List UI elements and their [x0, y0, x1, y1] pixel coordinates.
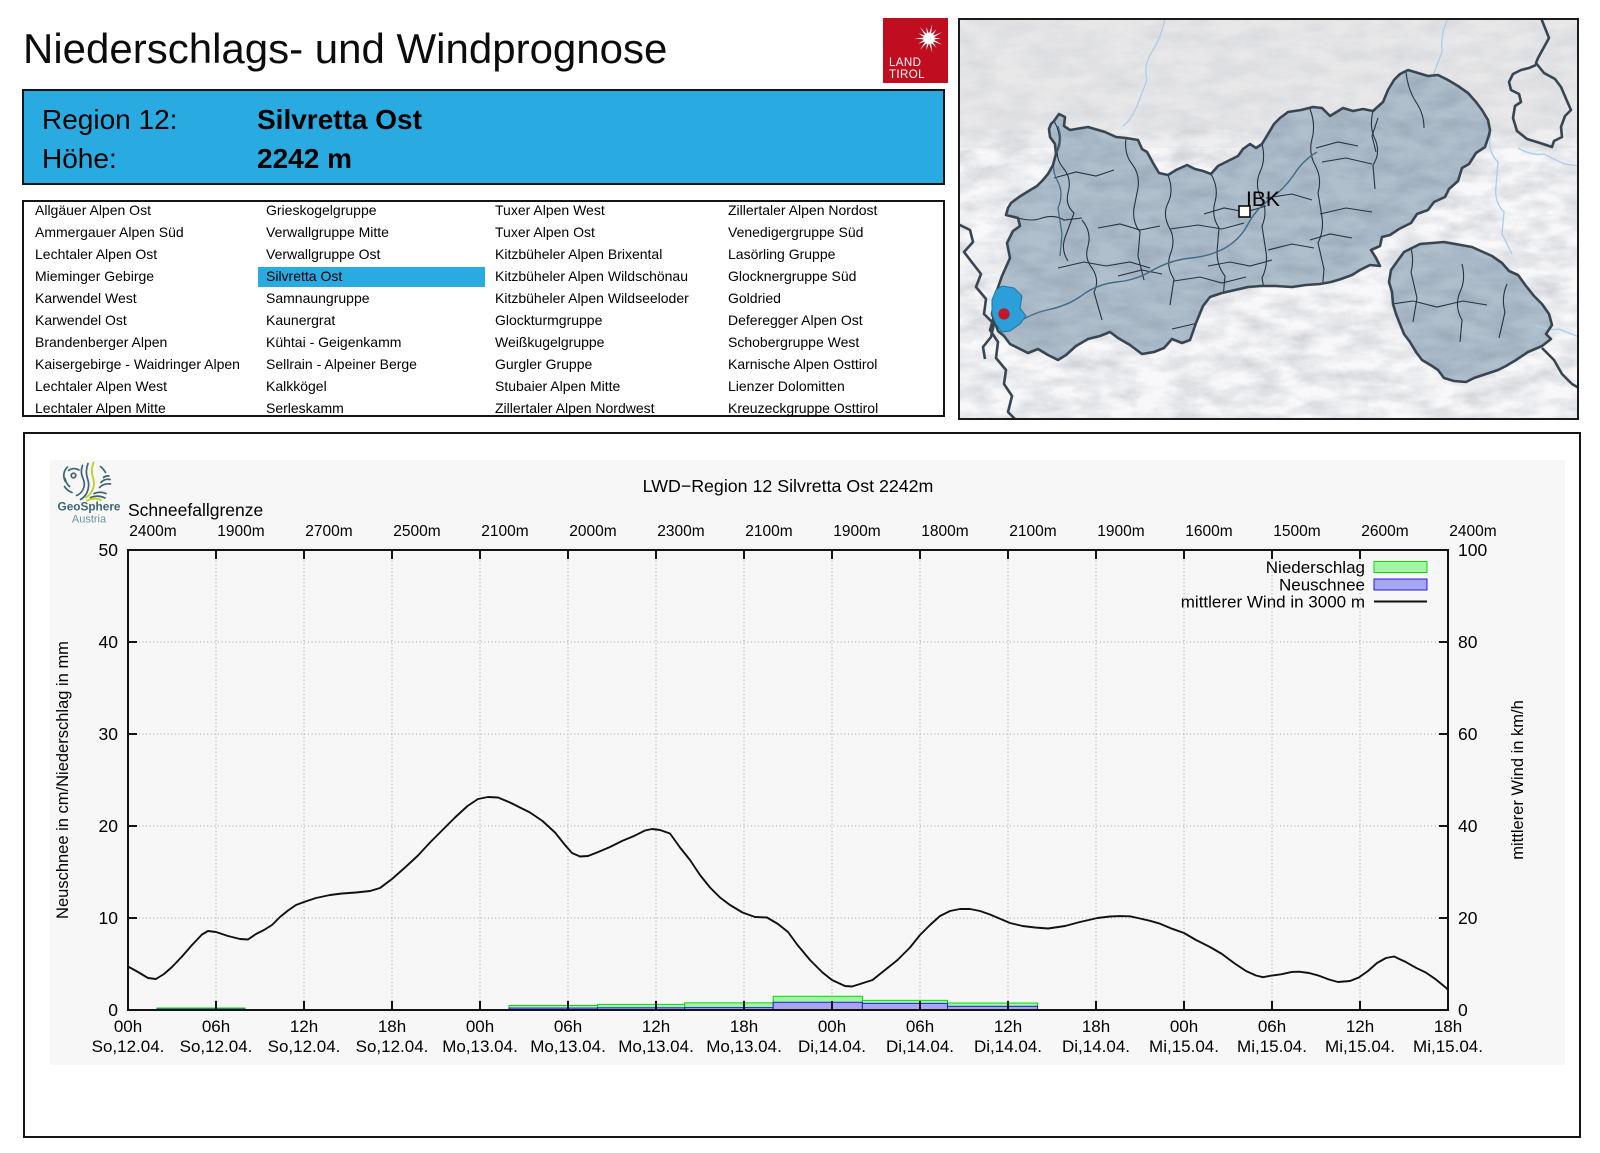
svg-text:2100m: 2100m	[481, 523, 528, 540]
svg-text:60: 60	[1458, 724, 1478, 744]
svg-text:10: 10	[99, 908, 119, 928]
svg-text:1800m: 1800m	[921, 523, 968, 540]
svg-text:12h: 12h	[994, 1017, 1022, 1036]
svg-text:12h: 12h	[1346, 1017, 1374, 1036]
svg-text:1600m: 1600m	[1185, 523, 1232, 540]
svg-text:18h: 18h	[730, 1017, 758, 1036]
svg-text:06h: 06h	[1258, 1017, 1286, 1036]
svg-text:06h: 06h	[906, 1017, 934, 1036]
svg-text:1900m: 1900m	[833, 523, 880, 540]
svg-text:18h: 18h	[1434, 1017, 1462, 1036]
svg-text:So,12.04.: So,12.04.	[180, 1037, 253, 1056]
svg-text:Neuschnee in cm/Niederschlag i: Neuschnee in cm/Niederschlag in mm	[54, 641, 72, 919]
svg-text:Di,14.04.: Di,14.04.	[798, 1037, 866, 1056]
svg-text:Di,14.04.: Di,14.04.	[974, 1037, 1042, 1056]
svg-text:2100m: 2100m	[1009, 523, 1056, 540]
svg-text:2600m: 2600m	[1361, 523, 1408, 540]
svg-text:Mi,15.04.: Mi,15.04.	[1237, 1037, 1307, 1056]
svg-text:00h: 00h	[114, 1017, 142, 1036]
svg-text:2000m: 2000m	[569, 523, 616, 540]
svg-text:Mo,13.04.: Mo,13.04.	[706, 1037, 782, 1056]
svg-text:So,12.04.: So,12.04.	[92, 1037, 165, 1056]
svg-text:30: 30	[99, 724, 119, 744]
svg-text:Neuschnee: Neuschnee	[1279, 576, 1365, 595]
svg-text:18h: 18h	[1082, 1017, 1110, 1036]
svg-text:Mo,13.04.: Mo,13.04.	[442, 1037, 518, 1056]
svg-text:00h: 00h	[1170, 1017, 1198, 1036]
svg-text:Mo,13.04.: Mo,13.04.	[618, 1037, 694, 1056]
svg-text:2500m: 2500m	[393, 523, 440, 540]
svg-text:Austria: Austria	[72, 514, 107, 526]
svg-text:Mi,15.04.: Mi,15.04.	[1325, 1037, 1395, 1056]
svg-text:100: 100	[1458, 540, 1487, 560]
svg-text:18h: 18h	[378, 1017, 406, 1036]
svg-text:0: 0	[1458, 1000, 1468, 1020]
svg-text:2100m: 2100m	[745, 523, 792, 540]
svg-text:06h: 06h	[554, 1017, 582, 1036]
svg-text:06h: 06h	[202, 1017, 230, 1036]
svg-text:mittlerer Wind in 3000 m: mittlerer Wind in 3000 m	[1181, 593, 1365, 612]
svg-text:2400m: 2400m	[1449, 523, 1496, 540]
svg-text:GeoSphere: GeoSphere	[58, 500, 121, 514]
svg-text:mittlerer Wind in km/h: mittlerer Wind in km/h	[1509, 700, 1527, 860]
svg-text:12h: 12h	[290, 1017, 318, 1036]
svg-text:20: 20	[99, 816, 119, 836]
svg-text:Di,14.04.: Di,14.04.	[1062, 1037, 1130, 1056]
svg-text:12h: 12h	[642, 1017, 670, 1036]
svg-text:2300m: 2300m	[657, 523, 704, 540]
svg-text:So,12.04.: So,12.04.	[268, 1037, 341, 1056]
svg-text:00h: 00h	[818, 1017, 846, 1036]
svg-text:Mi,15.04.: Mi,15.04.	[1413, 1037, 1483, 1056]
svg-text:50: 50	[99, 540, 119, 560]
svg-text:40: 40	[1458, 816, 1478, 836]
svg-text:LWD−Region 12 Silvretta Ost 22: LWD−Region 12 Silvretta Ost 2242m	[643, 476, 934, 496]
svg-text:1500m: 1500m	[1273, 523, 1320, 540]
svg-text:0: 0	[108, 1000, 118, 1020]
svg-text:40: 40	[99, 632, 119, 652]
svg-text:LAND: LAND	[889, 57, 921, 69]
svg-text:Schneefallgrenze: Schneefallgrenze	[128, 500, 263, 520]
svg-text:80: 80	[1458, 632, 1478, 652]
svg-text:2700m: 2700m	[305, 523, 352, 540]
svg-text:20: 20	[1458, 908, 1478, 928]
svg-text:TIROL: TIROL	[889, 69, 925, 81]
svg-text:So,12.04.: So,12.04.	[356, 1037, 429, 1056]
svg-text:Niederschlag: Niederschlag	[1266, 558, 1365, 577]
svg-text:IBK: IBK	[1246, 188, 1280, 211]
svg-text:00h: 00h	[466, 1017, 494, 1036]
svg-text:Di,14.04.: Di,14.04.	[886, 1037, 954, 1056]
svg-text:Mi,15.04.: Mi,15.04.	[1149, 1037, 1219, 1056]
svg-text:1900m: 1900m	[1097, 523, 1144, 540]
svg-text:2400m: 2400m	[129, 523, 176, 540]
svg-text:1900m: 1900m	[217, 523, 264, 540]
svg-text:Mo,13.04.: Mo,13.04.	[530, 1037, 606, 1056]
